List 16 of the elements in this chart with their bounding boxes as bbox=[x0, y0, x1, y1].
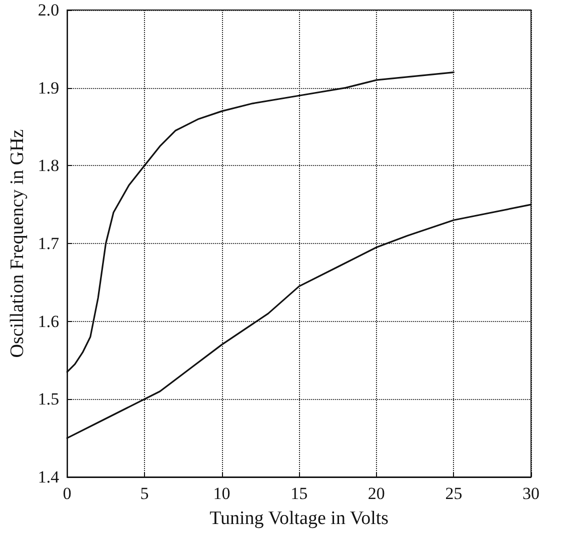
y-tick-label: 1.7 bbox=[38, 234, 60, 253]
x-tick-label: 30 bbox=[522, 484, 540, 503]
y-axis-title: Oscillation Frequency in GHz bbox=[7, 129, 28, 358]
x-tick-label: 10 bbox=[213, 484, 230, 503]
x-tick-label: 0 bbox=[62, 484, 72, 503]
y-tick-label: 2.0 bbox=[38, 0, 60, 20]
x-tick-label: 25 bbox=[445, 484, 462, 503]
x-tick-label: 15 bbox=[290, 484, 308, 503]
y-tick-label: 1.5 bbox=[38, 390, 60, 409]
x-tick-label: 5 bbox=[140, 484, 149, 503]
y-tick-label: 1.4 bbox=[38, 468, 60, 486]
y-tick-label: 1.6 bbox=[38, 312, 60, 331]
y-tick-label: 1.8 bbox=[38, 156, 60, 176]
x-axis-title: Tuning Voltage in Volts bbox=[210, 508, 389, 529]
y-tick-label: 1.9 bbox=[38, 78, 60, 98]
x-tick-label: 20 bbox=[368, 484, 385, 503]
